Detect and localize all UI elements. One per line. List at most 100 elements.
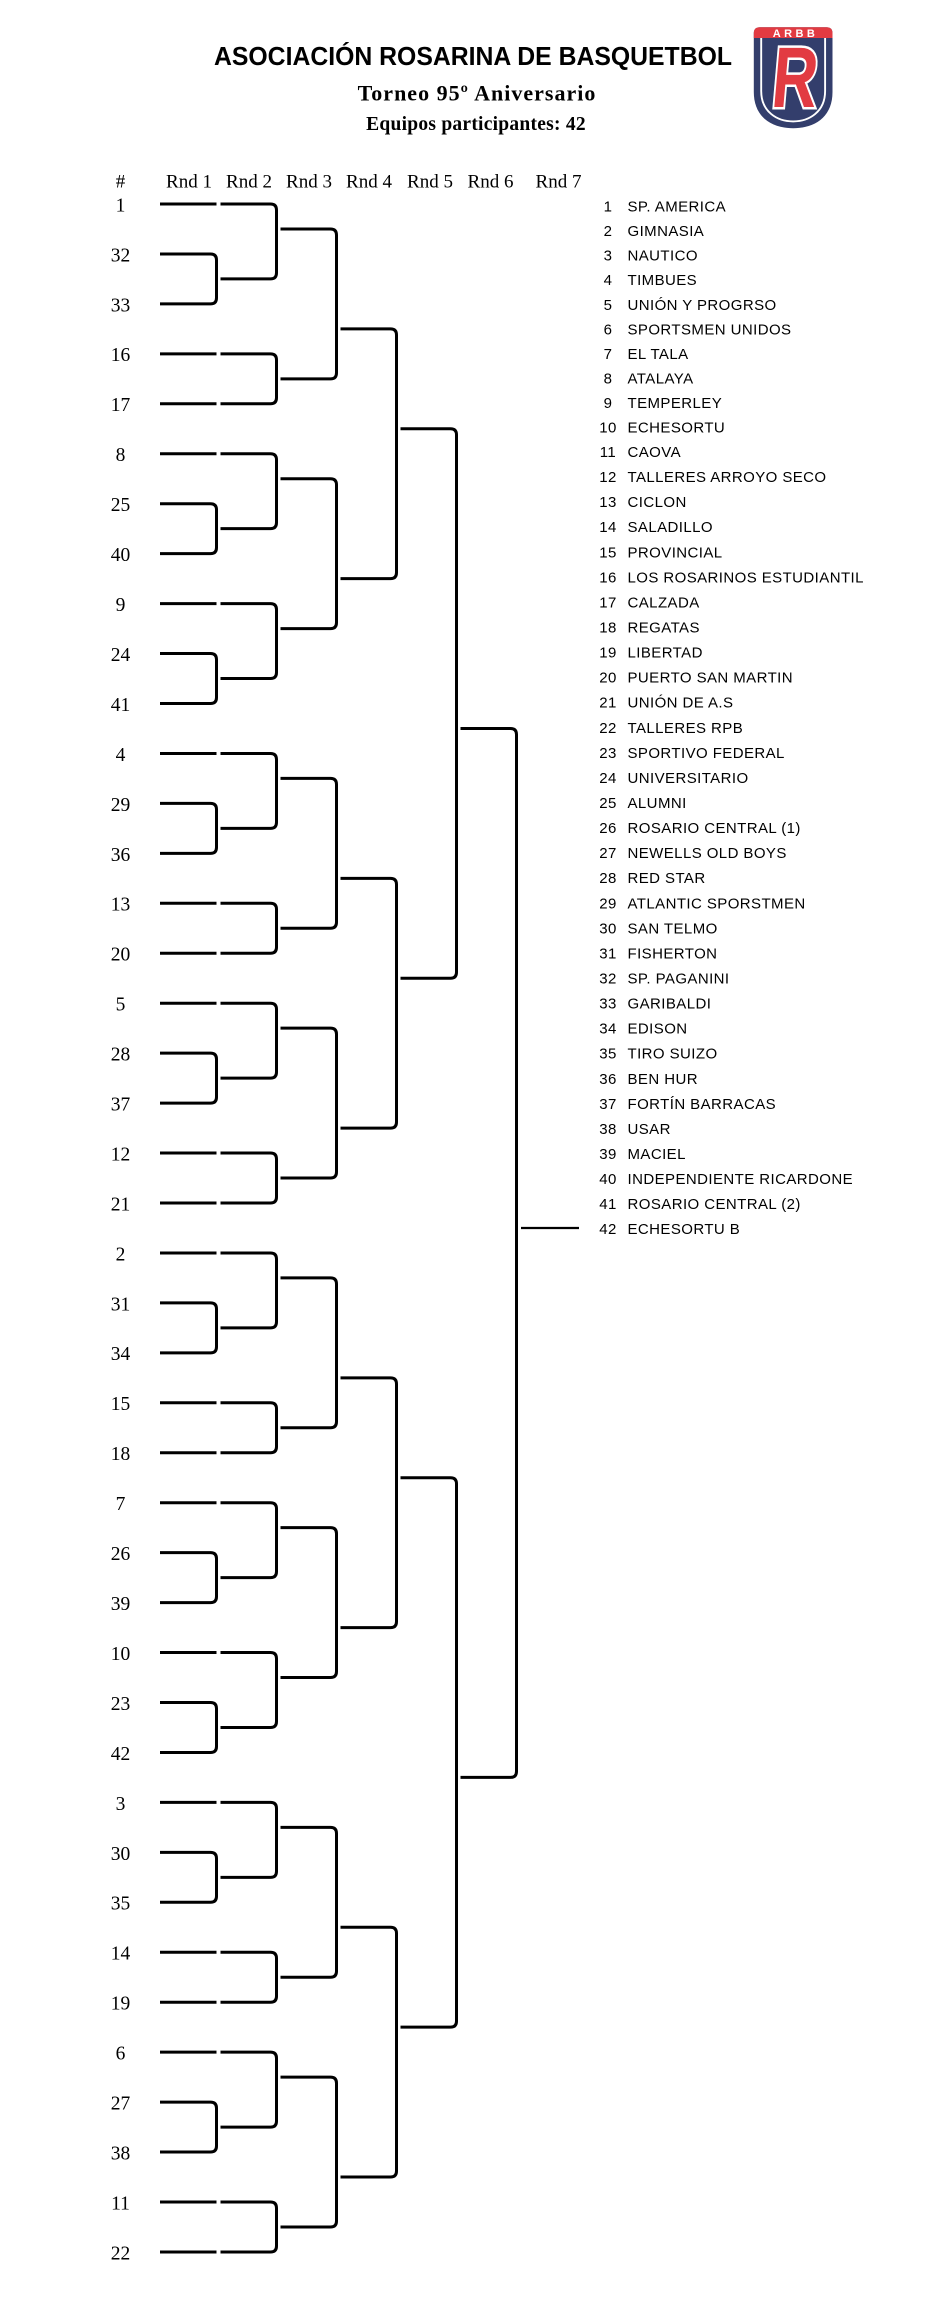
svg-text:ARBB: ARBB [773,28,818,40]
svg-text:42: 42 [599,1221,617,1238]
svg-text:22: 22 [599,720,617,737]
svg-text:30: 30 [111,1844,131,1865]
svg-text:40: 40 [111,545,131,566]
svg-text:ROSARIO CENTRAL (1): ROSARIO CENTRAL (1) [628,820,801,837]
svg-text:Rnd 1: Rnd 1 [166,171,212,192]
svg-text:SP. AMERICA: SP. AMERICA [628,199,727,216]
svg-text:TALLERES ARROYO SECO: TALLERES ARROYO SECO [628,469,827,486]
svg-text:GIMNASIA: GIMNASIA [628,223,705,240]
svg-text:11: 11 [111,2193,130,2214]
svg-text:TEMPERLEY: TEMPERLEY [628,395,723,412]
svg-text:23: 23 [599,745,617,762]
svg-text:ALUMNI: ALUMNI [628,795,687,812]
svg-text:6: 6 [604,321,613,338]
svg-text:21: 21 [111,1194,131,1215]
svg-text:LOS ROSARINOS ESTUDIANTIL: LOS ROSARINOS ESTUDIANTIL [628,569,864,586]
svg-text:40: 40 [599,1171,617,1188]
svg-text:19: 19 [111,1994,131,2015]
svg-text:8: 8 [116,445,126,466]
svg-text:19: 19 [599,645,617,662]
svg-text:12: 12 [599,469,617,486]
svg-text:SALADILLO: SALADILLO [628,519,714,536]
svg-text:1: 1 [604,199,613,216]
svg-text:3: 3 [116,1794,126,1815]
svg-text:CICLON: CICLON [628,494,687,511]
svg-text:5: 5 [604,297,613,314]
svg-text:13: 13 [599,494,617,511]
svg-text:FORTÍN BARRACAS: FORTÍN BARRACAS [628,1096,777,1113]
svg-text:ASOCIACIÓN ROSARINA DE BASQUET: ASOCIACIÓN ROSARINA DE BASQUETBOL [214,41,732,71]
svg-text:Rnd 5: Rnd 5 [407,171,453,192]
svg-text:8: 8 [604,370,613,387]
svg-text:2: 2 [116,1244,126,1265]
svg-text:CAOVA: CAOVA [628,444,682,461]
svg-text:41: 41 [111,695,131,716]
svg-text:PROVINCIAL: PROVINCIAL [628,544,723,561]
svg-text:17: 17 [111,395,131,416]
svg-text:16: 16 [111,345,131,366]
svg-text:Rnd 6: Rnd 6 [468,171,514,192]
svg-text:21: 21 [599,695,617,712]
svg-text:4: 4 [604,272,613,289]
svg-text:6: 6 [116,2044,126,2065]
svg-text:31: 31 [111,1294,131,1315]
svg-text:9: 9 [604,395,613,412]
svg-text:35: 35 [599,1046,617,1063]
svg-text:23: 23 [111,1694,131,1715]
svg-text:38: 38 [111,2144,131,2165]
svg-text:ECHESORTU B: ECHESORTU B [628,1221,741,1238]
svg-text:13: 13 [111,895,131,916]
svg-text:NAUTICO: NAUTICO [628,248,698,265]
svg-text:CALZADA: CALZADA [628,594,700,611]
svg-text:INDEPENDIENTE RICARDONE: INDEPENDIENTE RICARDONE [628,1171,854,1188]
svg-text:27: 27 [599,845,617,862]
svg-text:R: R [769,30,823,126]
svg-text:12: 12 [111,1145,131,1166]
svg-text:18: 18 [599,620,617,637]
svg-text:42: 42 [111,1744,131,1765]
svg-text:24: 24 [111,645,131,666]
svg-text:15: 15 [599,544,617,561]
svg-text:3: 3 [604,248,613,265]
svg-text:LIBERTAD: LIBERTAD [628,645,703,662]
svg-text:26: 26 [111,1544,131,1565]
svg-text:SP. PAGANINI: SP. PAGANINI [628,971,730,988]
svg-text:10: 10 [599,420,617,437]
svg-text:TALLERES RPB: TALLERES RPB [628,720,744,737]
svg-text:18: 18 [111,1444,131,1465]
svg-text:25: 25 [111,495,131,516]
svg-text:REGATAS: REGATAS [628,620,700,637]
svg-text:16: 16 [599,569,617,586]
svg-text:30: 30 [599,920,617,937]
svg-text:24: 24 [599,770,617,787]
svg-text:7: 7 [116,1494,126,1515]
svg-text:TIRO SUIZO: TIRO SUIZO [628,1046,718,1063]
svg-text:UNIÓN Y PROGRSO: UNIÓN Y PROGRSO [628,297,777,314]
svg-text:41: 41 [599,1196,617,1213]
svg-text:USAR: USAR [628,1121,671,1138]
svg-text:27: 27 [111,2094,131,2115]
svg-text:PUERTO SAN MARTIN: PUERTO SAN MARTIN [628,670,794,687]
svg-text:25: 25 [599,795,617,812]
svg-text:38: 38 [599,1121,617,1138]
svg-text:4: 4 [116,745,126,766]
svg-text:11: 11 [600,444,616,461]
svg-text:29: 29 [111,795,131,816]
svg-text:14: 14 [599,519,617,536]
svg-text:Rnd 3: Rnd 3 [286,171,332,192]
svg-text:TIMBUES: TIMBUES [628,272,698,289]
svg-text:35: 35 [111,1894,131,1915]
svg-text:22: 22 [111,2243,131,2264]
svg-text:BEN HUR: BEN HUR [628,1071,698,1088]
svg-text:RED STAR: RED STAR [628,870,706,887]
svg-text:34: 34 [111,1344,131,1365]
svg-text:UNIVERSITARIO: UNIVERSITARIO [628,770,749,787]
svg-text:5: 5 [116,995,126,1016]
svg-text:31: 31 [599,945,617,962]
svg-text:Rnd 7: Rnd 7 [536,171,582,192]
svg-text:34: 34 [599,1021,617,1038]
svg-text:39: 39 [111,1594,131,1615]
svg-text:SPORTSMEN UNIDOS: SPORTSMEN UNIDOS [628,321,792,338]
svg-text:32: 32 [599,971,617,988]
svg-text:Torneo 95º Aniversario: Torneo 95º Aniversario [358,80,597,105]
